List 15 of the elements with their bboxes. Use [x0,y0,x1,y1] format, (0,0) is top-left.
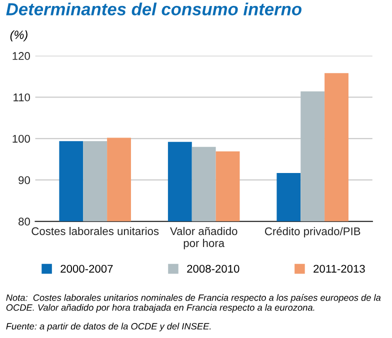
y-tick-label: 120 [12,52,30,60]
legend-label: 2008-2010 [187,264,240,273]
y-tick-label: 100 [12,134,30,143]
chart-title: Determinantes del consumo interno [6,2,302,16]
y-axis-title: (%) [10,30,28,42]
x-tick-label: Valor añadido por hora [170,226,238,250]
text: Nota: Costes laborales unitarios nominales de Francia respecto a los países europeos de la OCDE. Valor añadido por hora trabajada en Francia respecto a la eurozona. [6,294,381,313]
y-tick-label: 80 [18,218,30,226]
source-note: Fuente: a partir de datos de la OCDE y del INSEE. [6,322,211,332]
legend-label: 2011-2013 [314,264,365,273]
x-tick-label: Costes laborales unitarios [32,226,159,236]
x-tick-label: Crédito privado/PIB [264,226,360,238]
y-tick-label: 90 [18,176,30,184]
y-tick-label: 110 [14,93,30,102]
legend-label: 2000-2007 [60,264,113,273]
